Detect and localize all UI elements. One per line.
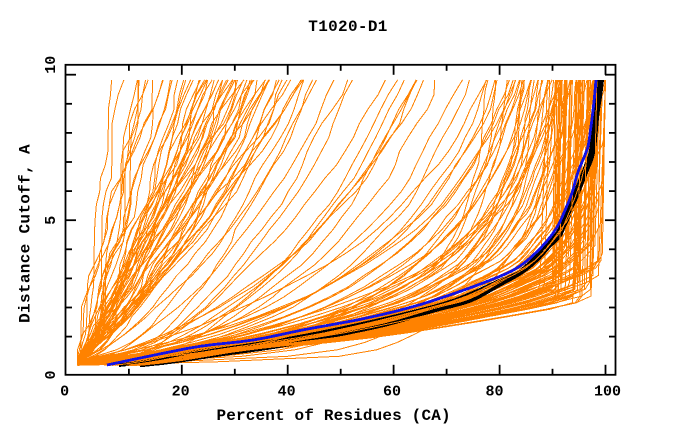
svg-text:Distance Cutoff, A: Distance Cutoff, A <box>17 144 35 323</box>
svg-text:T1020-D1: T1020-D1 <box>308 18 387 36</box>
svg-text:10: 10 <box>43 56 60 74</box>
svg-text:5: 5 <box>43 216 60 225</box>
svg-text:0: 0 <box>43 370 60 379</box>
svg-text:40: 40 <box>278 383 296 400</box>
svg-text:60: 60 <box>383 383 401 400</box>
svg-text:80: 80 <box>485 383 503 400</box>
svg-text:100: 100 <box>594 383 621 400</box>
svg-text:Percent of Residues (CA): Percent of Residues (CA) <box>216 407 450 425</box>
svg-text:0: 0 <box>60 383 69 400</box>
svg-text:20: 20 <box>172 383 190 400</box>
